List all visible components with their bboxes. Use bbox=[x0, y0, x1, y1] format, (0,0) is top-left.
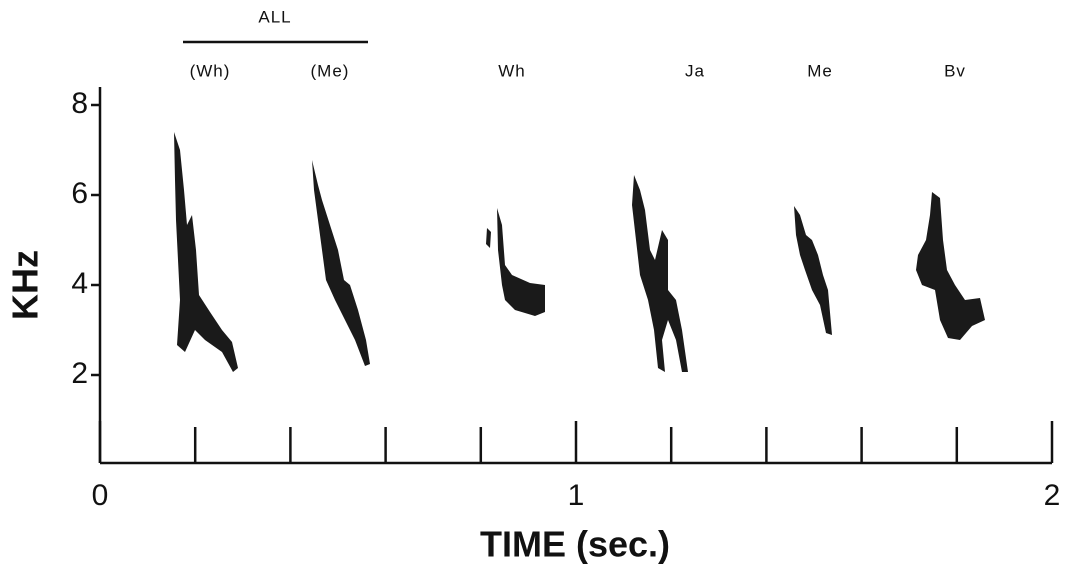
call-label: Ja bbox=[685, 61, 705, 80]
call-label: Me bbox=[807, 61, 833, 80]
x-axis-title: TIME (sec.) bbox=[480, 524, 670, 565]
call-trace bbox=[312, 160, 370, 366]
call-label: (Me) bbox=[311, 61, 350, 80]
call-label: (Wh) bbox=[190, 61, 231, 80]
call-label: Bv bbox=[944, 61, 966, 80]
y-tick-label: 4 bbox=[71, 267, 88, 300]
group-label: ALL bbox=[258, 7, 291, 26]
y-axis-title: KHz bbox=[5, 250, 46, 320]
y-tick-label: 8 bbox=[71, 87, 88, 120]
spectrogram-traces bbox=[174, 132, 985, 372]
x-tick-label: 0 bbox=[92, 479, 109, 512]
call-trace bbox=[486, 208, 545, 316]
call-trace bbox=[174, 132, 238, 372]
call-trace bbox=[794, 206, 832, 335]
y-tick-label: 2 bbox=[71, 357, 88, 390]
y-tick-label: 6 bbox=[71, 177, 88, 210]
x-tick-label: 1 bbox=[568, 479, 585, 512]
call-trace bbox=[632, 175, 688, 372]
call-label: Wh bbox=[498, 61, 526, 80]
call-trace bbox=[916, 192, 985, 340]
x-tick-label: 2 bbox=[1044, 479, 1061, 512]
